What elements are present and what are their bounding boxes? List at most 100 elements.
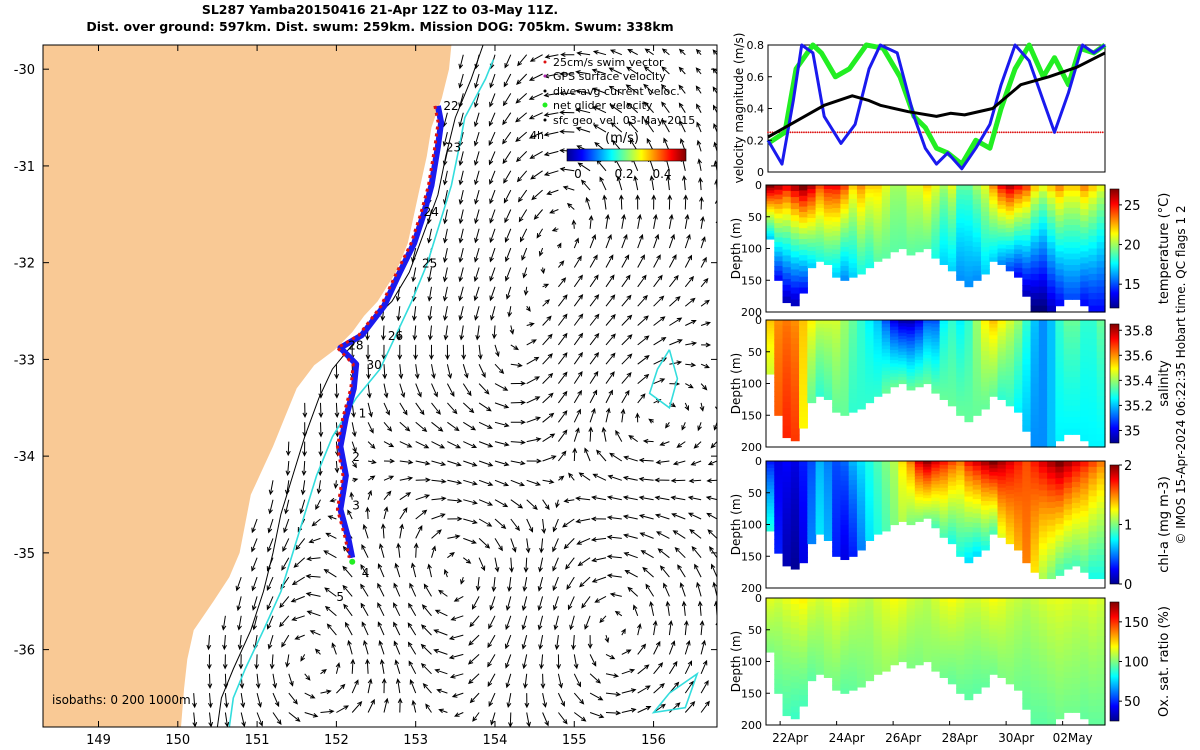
current-vector-192: [605, 234, 612, 249]
salinity-section-cell: [1038, 396, 1048, 404]
temperature-section-cell: [947, 227, 957, 233]
current-vector-454: [463, 460, 478, 467]
current-vector-212: [605, 254, 614, 268]
temperature-section-cell: [782, 196, 792, 204]
chla-section-cell: [865, 468, 875, 474]
temperature-section-cell: [964, 220, 974, 227]
salinity-section-cell: [881, 327, 891, 332]
salinity-section-cell: [840, 358, 850, 364]
current-vector-877: [684, 701, 696, 713]
oxygen-section-cell: [782, 603, 792, 611]
temperature-section-cell: [989, 249, 999, 255]
salinity-section-cell: [1014, 352, 1023, 358]
salinity-section-cell: [774, 329, 784, 335]
current-vector-615: [657, 548, 670, 559]
salinity-section-cell: [997, 367, 1007, 373]
salinity-section-cell: [1030, 402, 1040, 410]
current-vector-211: [589, 254, 598, 268]
chla-section-cell: [1096, 466, 1106, 474]
temperature-section-cell: [956, 265, 966, 272]
chla-section-cell: [923, 498, 932, 502]
salinity-section-cell: [1080, 392, 1090, 400]
salinity-section-cell: [956, 334, 966, 340]
temperature-section-cell: [865, 222, 875, 227]
temperature-section-cell: [1005, 236, 1015, 242]
velocity-series-0-point: [791, 131, 794, 134]
temperature-section-cell: [1022, 201, 1032, 208]
chla-section-cell: [1014, 518, 1023, 524]
salinity-section-cell: [790, 356, 800, 363]
oxygen-section-cell: [823, 613, 833, 619]
chla-section-cell: [774, 507, 784, 513]
chla-section-cell: [1038, 490, 1048, 497]
current-vector-507: [383, 490, 392, 501]
velocity-series-0-point: [944, 131, 947, 134]
chla-section-cell: [1096, 461, 1106, 468]
salinity-section-cell: [989, 335, 999, 340]
oxygen-section-cell: [1055, 676, 1065, 684]
salinity-section-cell: [939, 371, 949, 377]
oxygen-section-cell: [790, 610, 800, 617]
salinity-section-cell: [947, 345, 957, 351]
salinity-section-cell: [1030, 434, 1040, 442]
current-vector-537: [383, 506, 389, 520]
oxygen-section-cell: [989, 605, 999, 611]
oxygen-section-cell: [1022, 598, 1032, 605]
chla-section-cell: [906, 521, 916, 526]
chla-section-cell: [832, 513, 842, 519]
current-vector-162: [443, 228, 448, 244]
chla-section-cell: [1071, 560, 1081, 567]
chla-section-cell: [790, 514, 800, 521]
chla-section-cell: [1096, 525, 1106, 533]
eddy-contour-south: [651, 671, 699, 714]
oxygen-section-cell: [832, 607, 842, 613]
current-vector-657: [342, 584, 353, 597]
chla-section-cell: [1055, 501, 1065, 508]
salinity-section-cell: [1005, 380, 1015, 385]
chla-section-cell: [782, 539, 792, 546]
velocity-series-0-point: [805, 131, 808, 134]
chla-section-cell: [848, 461, 858, 467]
oxygen-section-cell: [799, 678, 808, 685]
oxygen-section-cell: [1055, 616, 1065, 623]
velocity-series-0-point: [767, 131, 769, 134]
temperature-section-cell: [956, 261, 966, 267]
temperature-section-cell: [989, 207, 999, 213]
chla-section-cell: [1096, 472, 1106, 480]
salinity-section-cell: [823, 371, 833, 377]
chla-section-cell: [1038, 519, 1048, 527]
oxygen-section-cell: [890, 631, 899, 636]
oxygen-section-cell: [881, 601, 891, 606]
temperature-section-cell: [840, 232, 850, 238]
temperature-section-cell: [782, 261, 792, 268]
chla-section-cell: [890, 489, 899, 494]
velocity-series-0-point: [868, 131, 870, 134]
current-vector-718: [281, 634, 290, 648]
chla-section-cell: [799, 471, 808, 477]
salinity-section-cell: [1071, 417, 1081, 424]
chla-section-cell: [989, 530, 999, 535]
oxygen-section-cell: [1014, 653, 1023, 659]
temperature-section-cell: [815, 204, 825, 209]
oxygen-section-cell: [890, 654, 899, 659]
current-vector-30: [661, 66, 670, 75]
current-vector-725: [393, 621, 401, 636]
salinity-section-cell: [1014, 366, 1023, 372]
oxygen-section-cell: [1063, 678, 1073, 685]
temperature-section-cell: [1063, 190, 1073, 198]
temperature-section-cell: [1071, 225, 1081, 232]
velocity-series-0-point: [1032, 131, 1035, 134]
oxygen-section-cell: [914, 608, 924, 612]
velocity-series-0-point: [1086, 131, 1088, 134]
current-vector-202: [442, 267, 448, 283]
temperature-section-cell: [1071, 185, 1081, 192]
chla-section-cell: [782, 487, 792, 494]
chla-section-cell: [1030, 516, 1040, 523]
current-vector-169: [551, 227, 559, 232]
velocity-series-0-point: [1083, 131, 1086, 134]
salinity-section-cell: [799, 336, 808, 343]
current-vector-606: [523, 557, 529, 573]
salinity-section-cell: [956, 377, 966, 383]
temperature-section-cell: [1096, 267, 1106, 275]
chla-section-ytick-label-4: 200: [741, 582, 762, 595]
